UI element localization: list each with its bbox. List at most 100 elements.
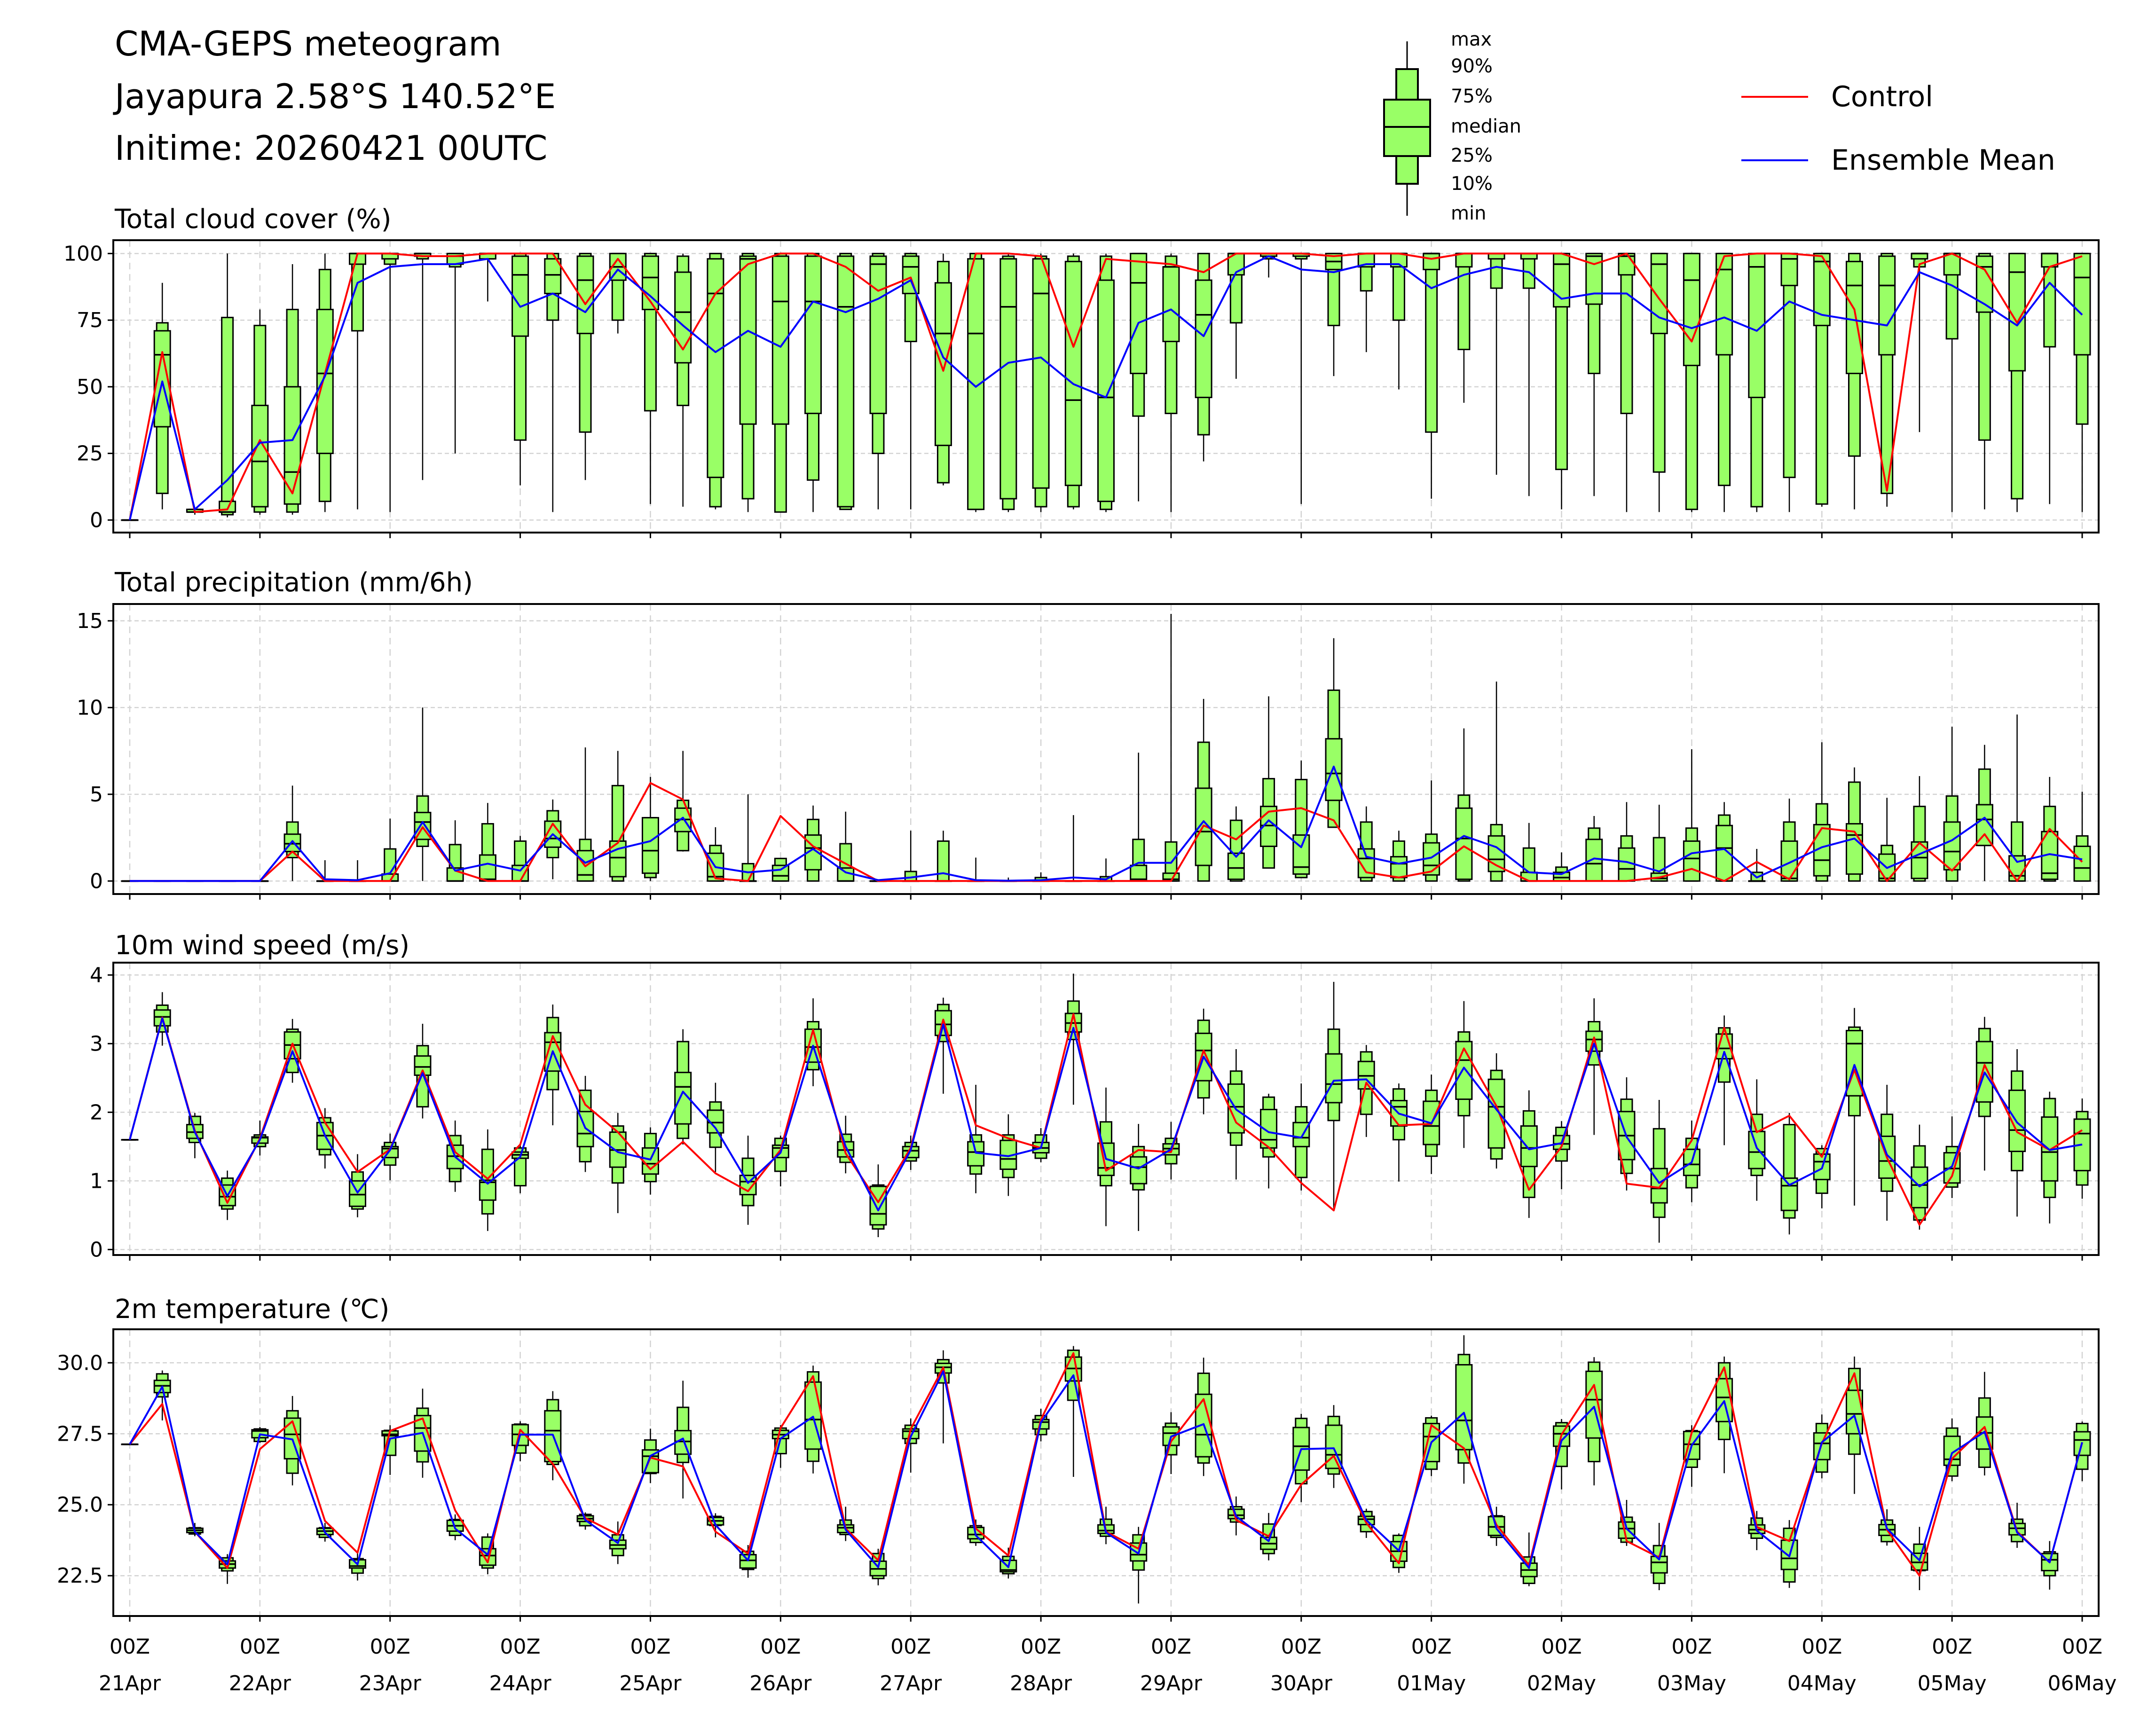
box-15	[609, 1521, 627, 1564]
x-tick-hour-label: 00Z	[2062, 1635, 2102, 1659]
legend-label-max: max	[1451, 29, 1492, 50]
box-p25-p75	[804, 255, 822, 415]
box-p25-p75	[1455, 252, 1473, 268]
box-14	[576, 1075, 594, 1172]
box-40	[1423, 780, 1440, 882]
box-13	[544, 1391, 562, 1481]
box-37	[1325, 1405, 1343, 1488]
box-7	[349, 1154, 367, 1217]
box-p25-p75	[739, 255, 757, 425]
x-tick-date-label: 06May	[2048, 1671, 2117, 1695]
box-p25-p75	[967, 258, 985, 510]
box-60	[2073, 1098, 2091, 1199]
box-21	[804, 805, 822, 882]
box-p25-p75	[283, 386, 301, 505]
box-49	[1715, 252, 1733, 512]
box-20	[771, 857, 789, 882]
y-tick-label: 4	[90, 963, 103, 987]
box-p25-p75	[1423, 252, 1440, 270]
box-60	[2073, 1421, 2091, 1482]
box-p25-p75	[999, 258, 1017, 500]
panels: 0 25 50 75 100 0 5 10 15 0 1 2 3 4 22.5 25.0 27.5 30.0 00Z…	[57, 239, 2117, 1695]
box-31	[1130, 1527, 1148, 1604]
box-30	[1097, 1506, 1115, 1545]
init-time-label: Initime: 20260421 00UTC	[115, 128, 547, 168]
box-55	[1911, 776, 1928, 882]
box-24	[902, 252, 920, 510]
x-tick-date-label: 26Apr	[749, 1671, 812, 1695]
box-25	[934, 253, 952, 486]
x-tick-date-label: 21Apr	[99, 1671, 161, 1695]
box-15	[609, 751, 627, 882]
box-12	[511, 1145, 529, 1193]
box-p25-p75	[1325, 1053, 1343, 1104]
x-tick-date-label: 03May	[1657, 1671, 1726, 1695]
box-37	[1325, 981, 1343, 1209]
box-p25-p75	[641, 817, 659, 874]
x-tick-hour-label: 00Z	[1541, 1635, 1582, 1659]
legend-label-p10: 10%	[1451, 173, 1493, 195]
x-tick-hour-label: 00Z	[110, 1635, 150, 1659]
line-legend: Control Ensemble Mean	[1741, 80, 2055, 177]
box-31	[1130, 1124, 1148, 1231]
box-31	[1130, 753, 1148, 882]
y-tick-label: 3	[90, 1032, 103, 1056]
y-tick-label: 0	[90, 869, 103, 893]
box-33	[1195, 1357, 1212, 1476]
y-tick-label: 25	[77, 442, 103, 466]
x-tick-date-label: 25Apr	[619, 1671, 682, 1695]
box-11	[479, 803, 496, 882]
box-51	[1780, 799, 1798, 882]
box-7	[349, 1553, 367, 1581]
box-52	[1813, 742, 1831, 882]
box-p25-p75	[902, 255, 920, 294]
control-line	[129, 252, 2083, 520]
box-12	[511, 836, 529, 882]
box-22	[837, 811, 855, 882]
box-18	[707, 252, 724, 510]
box-p25-p75	[771, 864, 789, 882]
box-p25-p75	[1715, 1378, 1733, 1422]
panel-title-temperature: 2m temperature (℃)	[115, 1294, 389, 1325]
box-38	[1357, 252, 1375, 353]
box-p25-p75	[1455, 807, 1473, 880]
box-37	[1325, 638, 1343, 828]
x-tick-hour-label: 00Z	[630, 1635, 670, 1659]
box-p25-p75	[1650, 252, 1668, 334]
box-p10-p90	[936, 840, 950, 882]
box-19	[739, 252, 757, 512]
x-tick-date-label: 27Apr	[880, 1671, 942, 1695]
x-tick-hour-label: 00Z	[1671, 1635, 1712, 1659]
box-p25-p75	[1455, 1364, 1473, 1451]
box-7	[349, 252, 367, 510]
y-tick-label: 75	[77, 308, 103, 332]
box-p25-p75	[316, 308, 334, 455]
box-59	[2041, 252, 2059, 504]
box-26	[967, 1084, 985, 1193]
box-p25-p75	[1130, 1156, 1148, 1185]
legend-label-p25: 25%	[1451, 145, 1493, 166]
box-p25-p75	[1585, 252, 1603, 305]
box-5	[283, 264, 301, 515]
box-41	[1455, 728, 1473, 882]
y-tick-label: 2	[90, 1100, 103, 1124]
box-46	[1618, 252, 1636, 512]
box-29	[1064, 253, 1082, 510]
y-tick-label: 22.5	[57, 1564, 103, 1588]
x-tick-date-label: 05May	[1918, 1671, 1987, 1695]
box-p25-p75	[544, 258, 562, 294]
box-p25-p75	[869, 255, 887, 415]
box-p10-p90	[221, 316, 234, 516]
box-13	[544, 1004, 562, 1126]
box-p25-p75	[479, 854, 496, 882]
box-4	[251, 309, 269, 515]
box-45	[1585, 1357, 1603, 1486]
box-p25-p75	[1520, 871, 1538, 882]
box-46	[1618, 802, 1636, 882]
box-53	[1845, 1008, 1863, 1206]
box-53	[1845, 1356, 1863, 1494]
box-21	[804, 252, 822, 512]
y-tick-label: 25.0	[57, 1493, 103, 1517]
